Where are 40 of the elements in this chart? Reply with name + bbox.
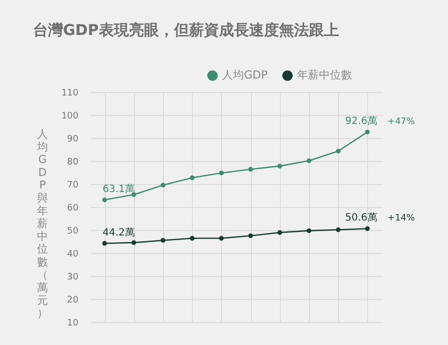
text: 人均GDP與年薪中位數（萬元）: [37, 128, 48, 320]
y-tick-label: 80: [67, 158, 79, 168]
point: [248, 233, 253, 238]
data-label: 63.1萬: [102, 182, 135, 195]
data-label: 44.2萬: [102, 226, 135, 238]
y-tick-label: 100: [61, 112, 79, 122]
y-tick-label: 20: [67, 296, 79, 306]
data-label: 92.6萬: [345, 115, 378, 128]
point: [160, 182, 166, 188]
text: +14%: [387, 214, 416, 224]
point: [190, 236, 195, 241]
y-tick-label: 30: [67, 272, 79, 282]
point: [219, 236, 224, 241]
point: [277, 164, 282, 168]
point: [306, 228, 312, 234]
point: [306, 158, 312, 164]
y-tick-label: 60: [67, 204, 79, 214]
data-label: 50.6萬: [345, 212, 378, 224]
y-tick-label: 70: [67, 180, 79, 190]
legend-label: 年薪中位數: [297, 68, 352, 82]
point: [102, 198, 107, 202]
point: [336, 227, 341, 232]
point: [131, 240, 136, 245]
point: [365, 226, 370, 231]
point: [365, 130, 370, 134]
y-tick-label: 40: [67, 250, 79, 260]
y-tick-label: 50: [67, 226, 79, 236]
point: [277, 230, 282, 235]
text: +47%: [387, 117, 416, 128]
point: [160, 238, 166, 243]
point: [102, 241, 107, 246]
y-tick-label: 90: [67, 134, 79, 144]
y-tick-label: 110: [61, 88, 79, 98]
y-tick-label: 10: [67, 318, 79, 328]
point: [248, 166, 253, 172]
point: [219, 170, 224, 176]
point: [336, 148, 341, 154]
legend-label: 人均GDP: [222, 68, 268, 82]
point: [190, 175, 195, 180]
chart-title: 台灣GDP表現亮眼，但薪資成長速度無法跟上: [33, 21, 339, 39]
